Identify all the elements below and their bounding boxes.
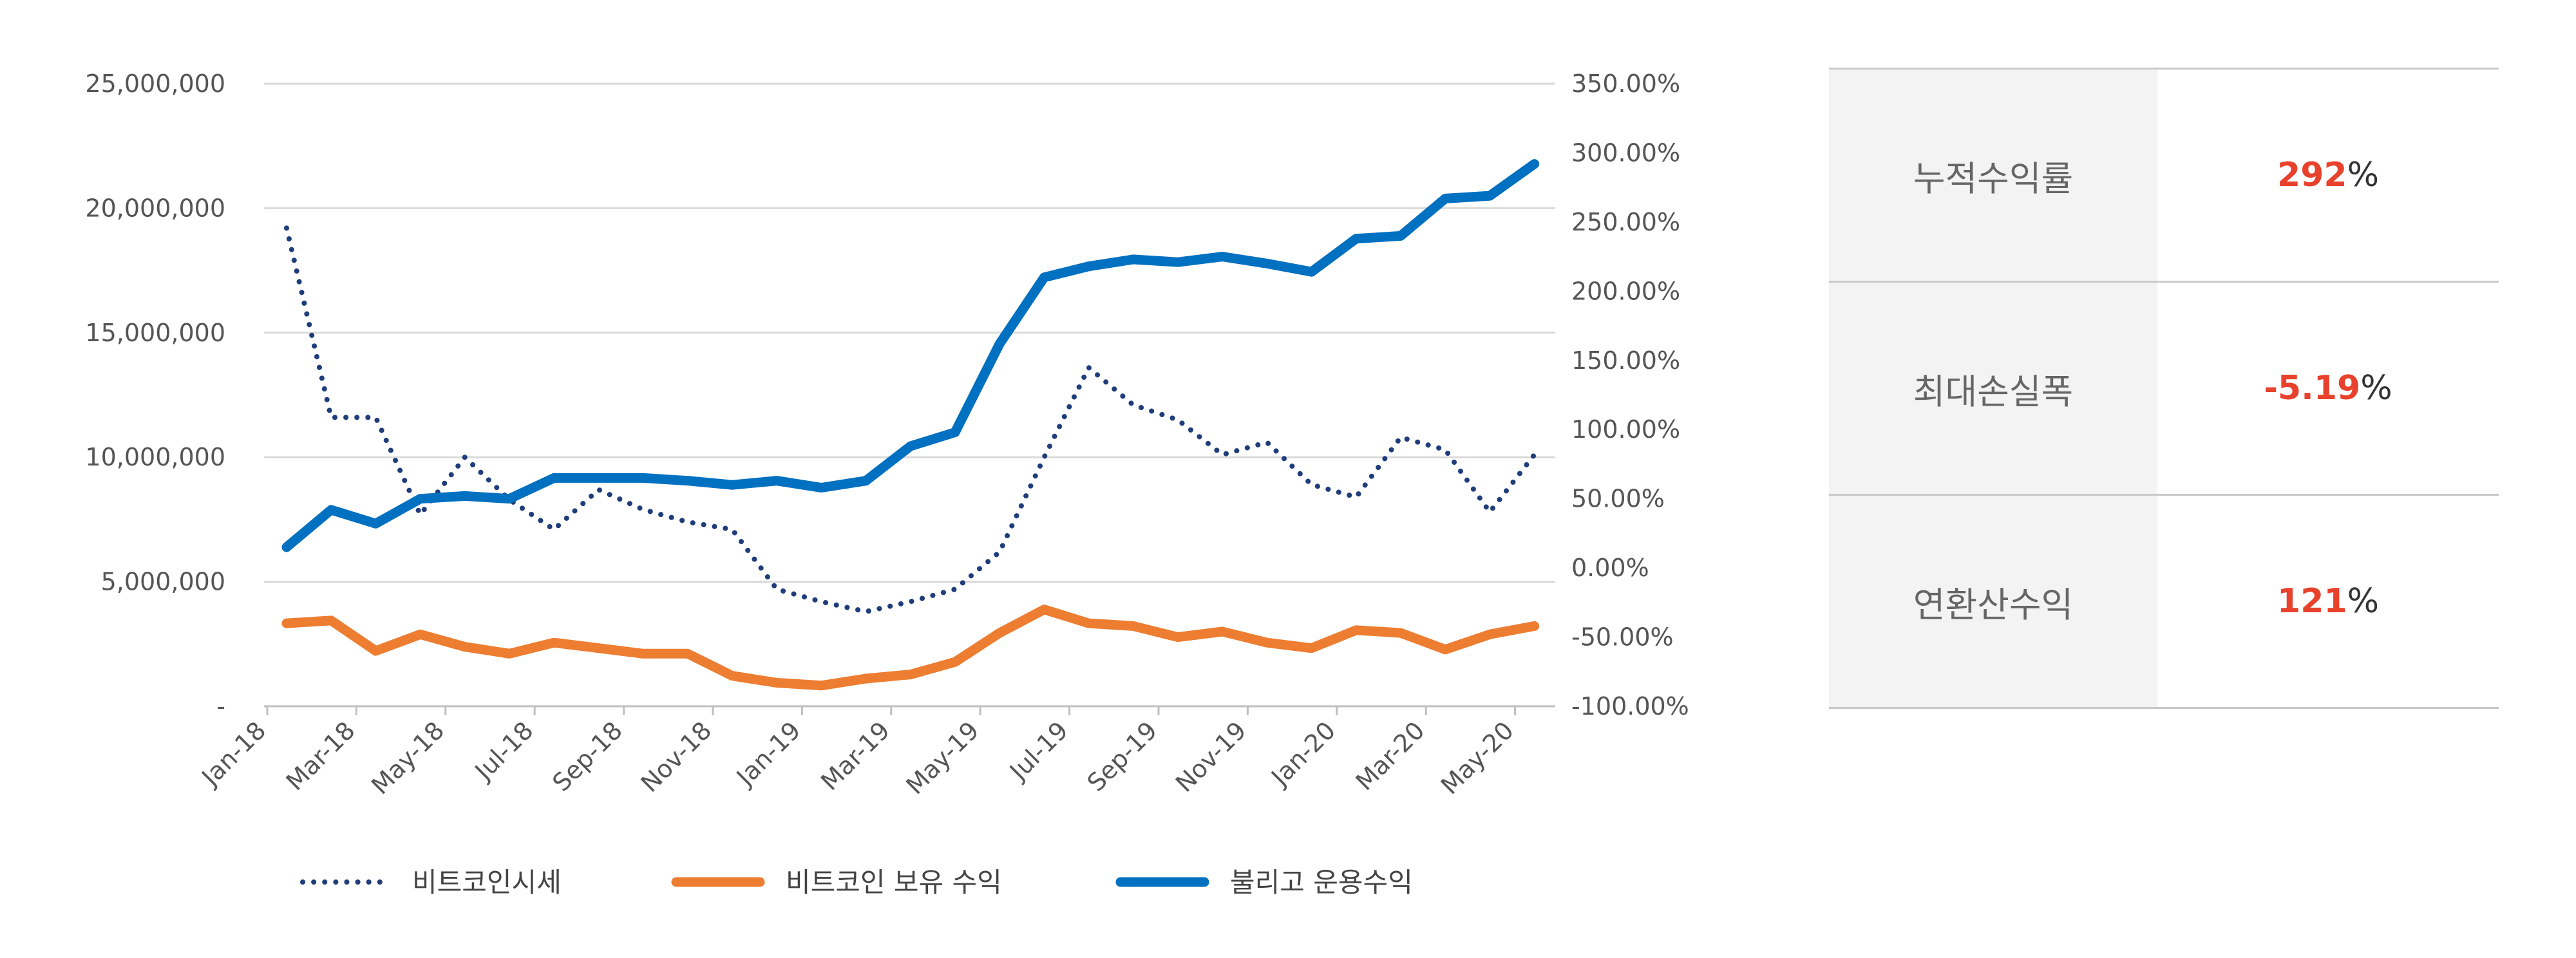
gridlines xyxy=(264,82,1555,708)
stat-row-cumulative-return: 누적수익률 292% xyxy=(1829,68,2499,282)
y-left-tick-label: 25,000,000 xyxy=(85,70,225,98)
left-y-axis: - 5,000,000 10,000,000 15,000,000 20,000,000… xyxy=(85,70,225,720)
y-left-tick-label: 5,000,000 xyxy=(101,568,225,596)
y-right-tick-label: 300.00% xyxy=(1571,138,1680,167)
x-tick-label: Mar-18 xyxy=(281,716,361,796)
x-tick-label: Mar-19 xyxy=(815,716,895,796)
y-right-tick-label: 0.00% xyxy=(1571,554,1649,582)
chart: - 5,000,000 10,000,000 15,000,000 20,000,000… xyxy=(85,70,1689,898)
y-left-tick-label: 15,000,000 xyxy=(85,319,225,347)
y-left-tick-label: 10,000,000 xyxy=(85,443,225,471)
stat-value: 121 xyxy=(2277,582,2347,621)
legend-label: 비트코인시세 xyxy=(412,867,562,898)
y-right-tick-label: 150.00% xyxy=(1571,346,1680,375)
x-tick-label: May-19 xyxy=(900,716,984,800)
x-tick-label: Sep-19 xyxy=(1082,716,1163,797)
x-tick-label: Jan-18 xyxy=(196,716,272,792)
stats-table: 누적수익률 292% 최대손실폭 -5.19% 연환산수익 121% xyxy=(1829,68,2499,709)
stat-label: 연환산수익 xyxy=(1829,494,2157,709)
x-tick-label: Nov-18 xyxy=(636,716,717,798)
y-right-tick-label: -100.00% xyxy=(1571,692,1689,720)
stat-unit: % xyxy=(2347,156,2379,194)
y-right-tick-label: 200.00% xyxy=(1571,277,1680,305)
legend-label: 비트코인 보유 수익 xyxy=(786,867,1002,898)
x-tick-label: Jan-19 xyxy=(730,716,806,792)
y-right-tick-label: 250.00% xyxy=(1571,208,1680,236)
x-tick-label: Sep-18 xyxy=(547,716,628,797)
stat-unit: % xyxy=(2347,582,2379,621)
stat-value-cell: -5.19% xyxy=(2157,281,2499,495)
bitcoin-holding-return-line xyxy=(281,605,1540,691)
bitcoin-price-line xyxy=(284,225,1537,614)
stat-row-max-drawdown: 최대손실폭 -5.19% xyxy=(1829,281,2499,495)
y-left-tick-label: - xyxy=(216,692,225,720)
bulligo-return-line xyxy=(281,159,1540,552)
legend-label: 불리고 운용수익 xyxy=(1230,867,1413,898)
y-right-tick-label: -50.00% xyxy=(1571,623,1674,652)
y-right-tick-label: 50.00% xyxy=(1571,485,1665,513)
y-right-tick-label: 350.00% xyxy=(1571,70,1680,98)
y-left-tick-label: 20,000,000 xyxy=(85,194,225,222)
stat-value-cell: 292% xyxy=(2157,68,2499,282)
series-lines xyxy=(281,159,1540,691)
right-y-axis: -100.00% -50.00% 0.00% 50.00% 100.00% 150.00%… xyxy=(1571,70,1689,720)
x-tick-label: Jul-19 xyxy=(1003,716,1074,786)
x-tick-label: Jan-20 xyxy=(1265,716,1341,792)
stat-value: 292 xyxy=(2277,156,2347,194)
x-axis: Jan-18 Mar-18 May-18 Jul-18 Sep-18 Nov-18 Jan-… xyxy=(196,706,1519,800)
x-tick-label: Nov-19 xyxy=(1170,716,1252,798)
stat-label: 누적수익률 xyxy=(1829,68,2157,282)
stat-row-annualized-return: 연환산수익 121% xyxy=(1829,494,2499,709)
x-tick-label: May-18 xyxy=(366,716,450,800)
x-tick-label: May-20 xyxy=(1435,716,1519,800)
y-right-tick-label: 100.00% xyxy=(1571,415,1680,444)
stat-label: 최대손실폭 xyxy=(1829,281,2157,495)
stat-unit: % xyxy=(2360,369,2392,408)
legend: 비트코인시세 비트코인 보유 수익 불리고 운용수익 xyxy=(300,867,1413,898)
x-tick-label: Mar-20 xyxy=(1350,716,1430,796)
x-tick-label: Jul-18 xyxy=(469,716,539,786)
stat-value: -5.19 xyxy=(2264,369,2361,408)
stat-value-cell: 121% xyxy=(2157,494,2499,709)
